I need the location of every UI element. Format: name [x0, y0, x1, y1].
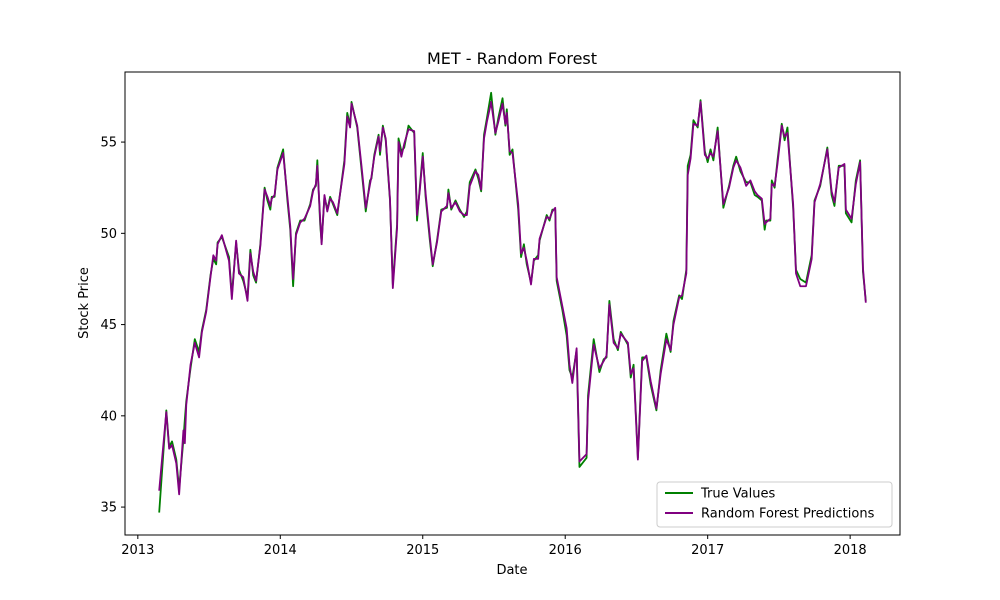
x-axis-label: Date [496, 563, 527, 578]
plot-frame [124, 71, 901, 536]
legend-box [656, 481, 893, 528]
x-tick-label: 2015 [406, 543, 439, 558]
legend-label: True Values [700, 487, 775, 502]
x-tick-label: 2013 [121, 543, 154, 558]
x-tick-label: 2018 [834, 543, 867, 558]
legend-label: Random Forest Predictions [701, 507, 875, 522]
x-tick-label: 2016 [549, 543, 582, 558]
y-tick-label: 40 [100, 409, 117, 424]
x-tick-label: 2014 [264, 543, 297, 558]
y-tick-label: 35 [100, 501, 117, 516]
line-series [158, 101, 867, 496]
y-tick-label: 55 [100, 136, 117, 151]
y-axis-label: Stock Price [77, 267, 92, 339]
x-tick-label: 2017 [691, 543, 724, 558]
y-tick-label: 50 [100, 227, 117, 242]
chart-title: MET - Random Forest [427, 49, 597, 68]
y-tick-label: 45 [100, 318, 117, 333]
